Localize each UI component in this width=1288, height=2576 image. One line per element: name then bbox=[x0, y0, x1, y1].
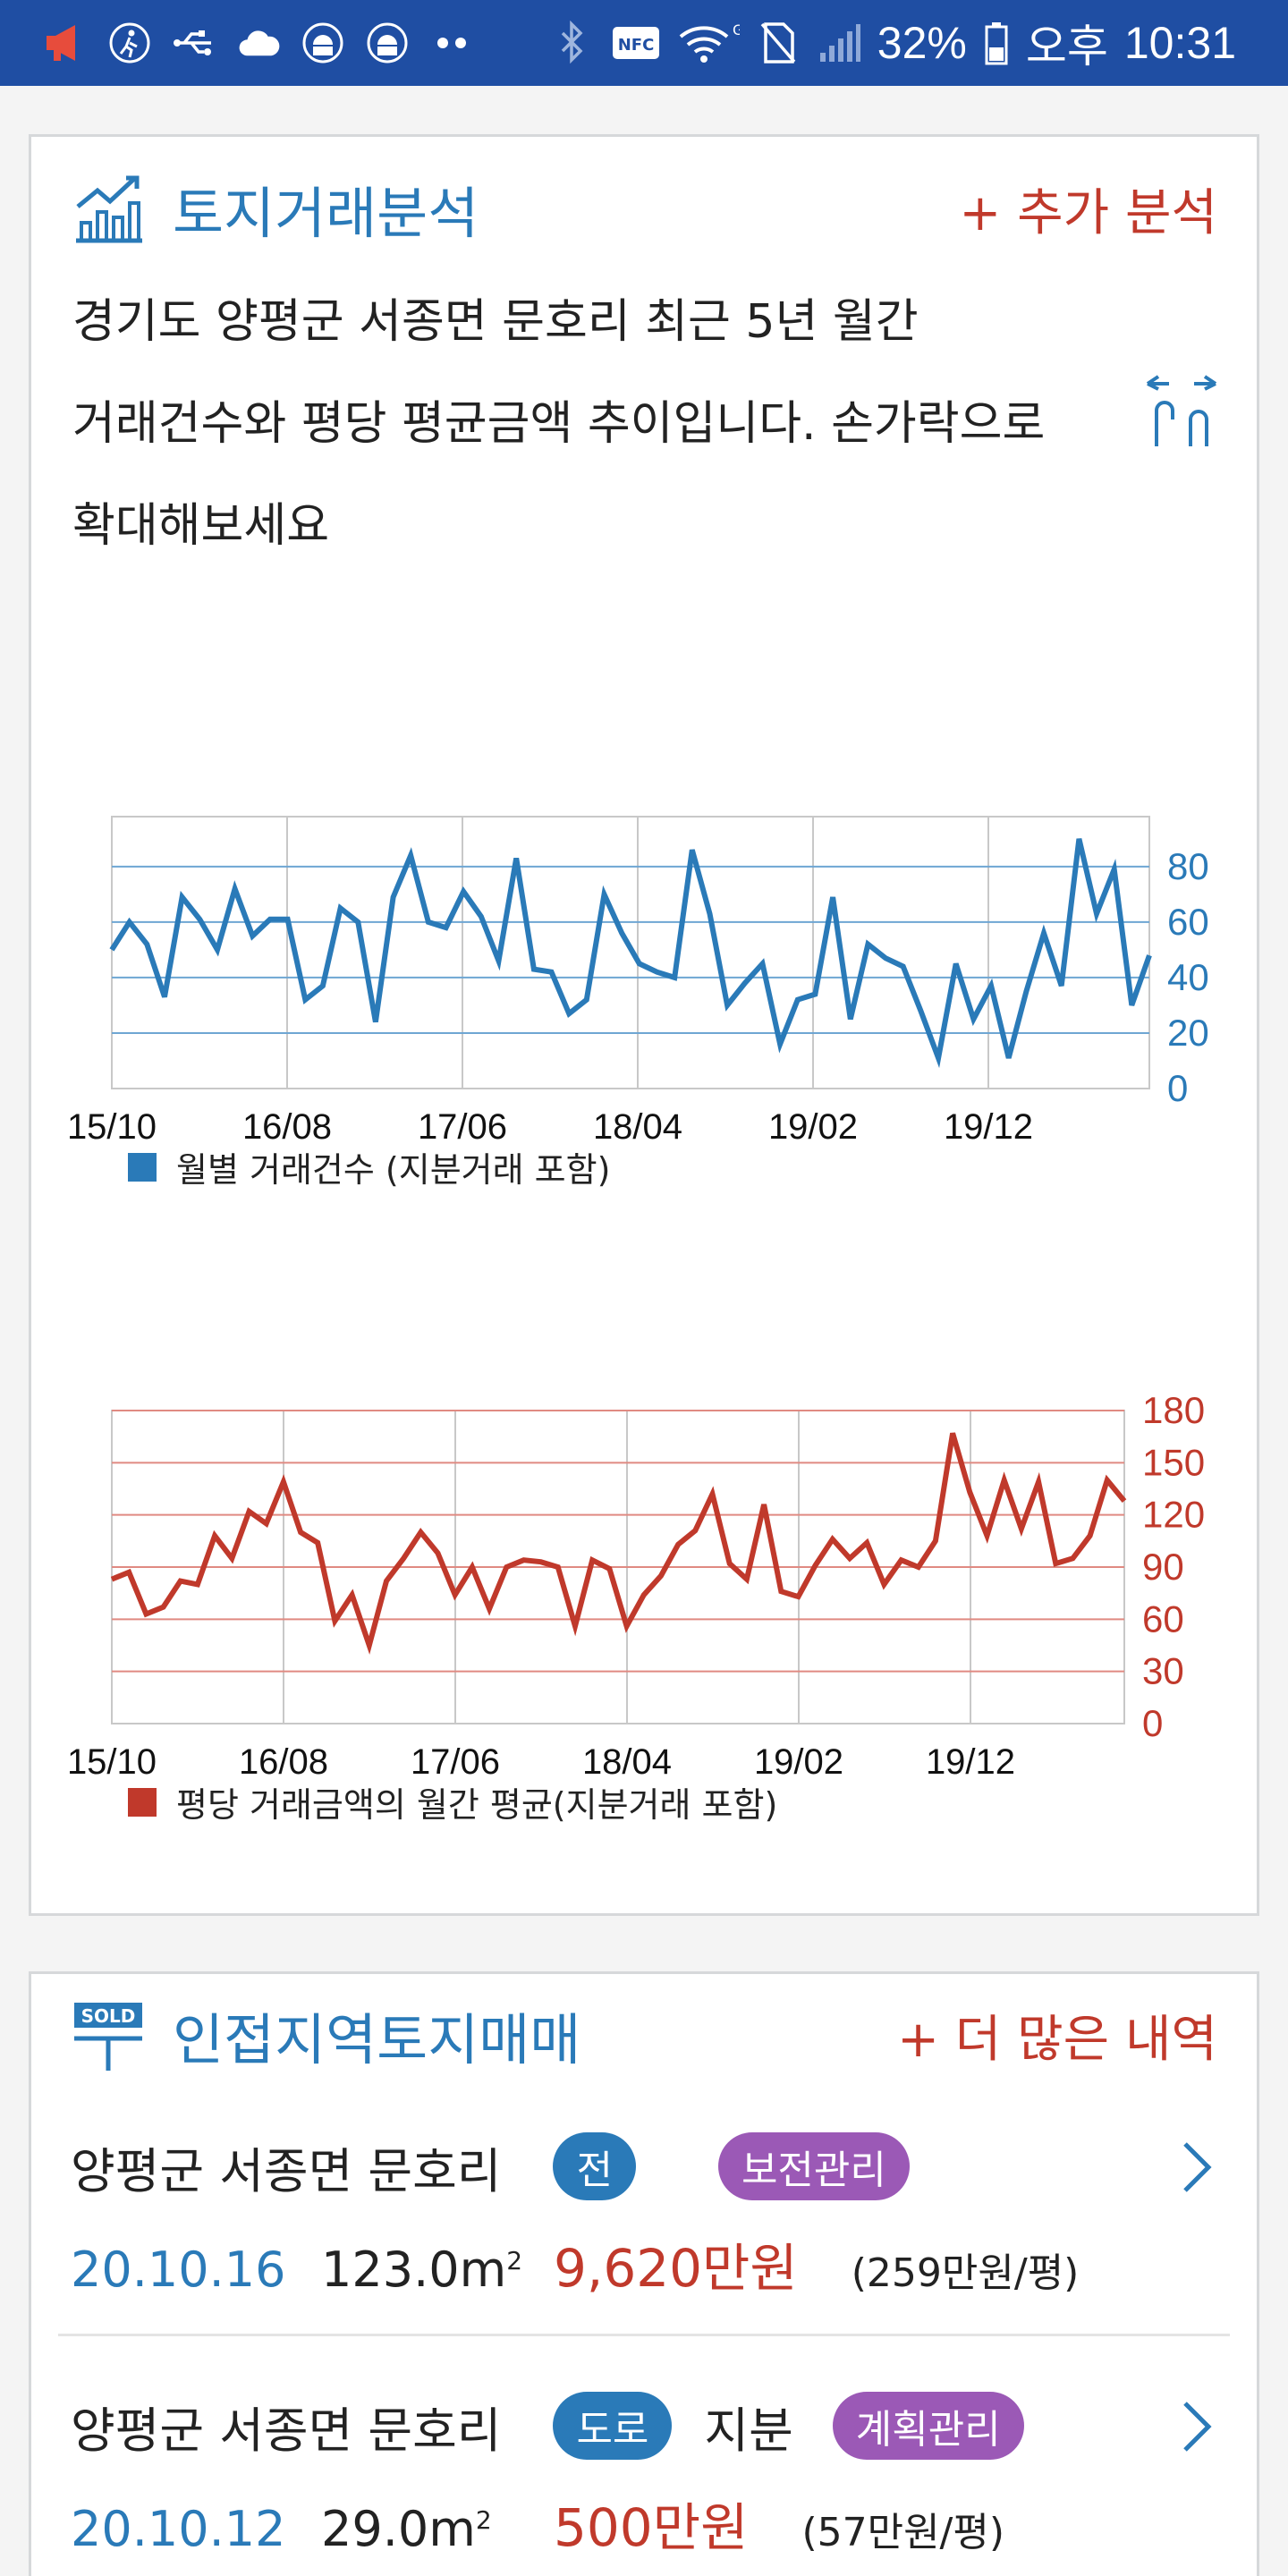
chevron-right-icon[interactable] bbox=[1178, 2139, 1217, 2196]
description-line: 경기도 양평군 서종면 문호리 최근 5년 월간 bbox=[72, 295, 919, 349]
analysis-description: 경기도 양평군 서종면 문호리 최근 5년 월간 거래건수와 평당 평균금액 추… bbox=[72, 271, 1155, 577]
zoning-badge: 보전관리 bbox=[717, 2132, 910, 2200]
wifi-icon: G bbox=[677, 21, 740, 65]
battery-icon bbox=[983, 21, 1010, 65]
nearby-land-sales-card: SOLD 인접지역토지매매 + 더 많은 내역 양평군 서종면 문호리 전 보전… bbox=[29, 1971, 1259, 2576]
android-debug-icon bbox=[365, 21, 410, 65]
analysis-header: 토지거래분석 + 추가 분석 bbox=[71, 164, 1217, 253]
x-tick-label: 16/08 bbox=[242, 1107, 332, 1147]
share-label: 지분 bbox=[704, 2402, 793, 2459]
nearby-header: SOLD 인접지역토지매매 + 더 많은 내역 bbox=[71, 1990, 1217, 2080]
monthly-transaction-count-chart: 15/10 16/08 17/06 18/04 19/02 19/12 0 20 40 60 80 bbox=[67, 816, 1209, 1147]
chevron-right-icon[interactable] bbox=[1178, 2398, 1217, 2455]
nearby-title: 인접지역토지매매 bbox=[173, 2007, 581, 2072]
chart1-legend: 월별 거래건수 (지분거래 포함) bbox=[128, 1142, 610, 1191]
x-tick-label: 19/02 bbox=[754, 1742, 843, 1782]
series-line bbox=[109, 838, 1152, 1069]
y-tick-label: 150 bbox=[1142, 1441, 1205, 1483]
x-tick-label: 15/10 bbox=[67, 1742, 157, 1782]
x-tick-label: 19/12 bbox=[944, 1107, 1033, 1147]
x-tick-label: 19/12 bbox=[926, 1742, 1015, 1782]
area-unit-exponent: 2 bbox=[506, 2246, 523, 2275]
listing-address: 양평군 서종면 문호리 bbox=[71, 2142, 502, 2199]
listing-price: 500만원 bbox=[554, 2497, 749, 2558]
listing-address: 양평군 서종면 문호리 bbox=[71, 2402, 502, 2459]
listing-item[interactable]: 양평군 서종면 문호리 전 보전관리 20.10.16 123.0m2 9,62… bbox=[71, 2126, 1217, 2307]
cloud-icon bbox=[236, 21, 281, 65]
x-tick-label: 15/10 bbox=[67, 1107, 157, 1147]
average-price-per-pyeong-chart: 15/10 16/08 17/06 18/04 19/02 19/12 0 30 60 90 120… bbox=[67, 1389, 1205, 1782]
land-transaction-analysis-card: 토지거래분석 + 추가 분석 경기도 양평군 서종면 문호리 최근 5년 월간 … bbox=[29, 134, 1259, 1916]
series-line bbox=[110, 1432, 1127, 1655]
y-tick-label: 0 bbox=[1167, 1067, 1188, 1109]
chart-growth-icon bbox=[76, 175, 142, 243]
analysis-title: 토지거래분석 bbox=[173, 181, 479, 246]
y-tick-label: 60 bbox=[1167, 901, 1209, 943]
android-debug-icon bbox=[301, 21, 345, 65]
listing-area: 29.0m2 bbox=[321, 2501, 554, 2557]
accessibility-icon bbox=[107, 21, 152, 65]
y-tick-label: 20 bbox=[1167, 1012, 1209, 1054]
y-tick-label: 40 bbox=[1167, 956, 1209, 998]
zoning-badge: 계획관리 bbox=[832, 2392, 1024, 2460]
land-type-badge: 전 bbox=[553, 2132, 636, 2200]
legend-swatch-blue bbox=[128, 1152, 157, 1182]
area-value: 123.0m bbox=[321, 2241, 507, 2298]
description-line: 거래건수와 평당 평균금액 추이입니다. 손가락으로 bbox=[72, 397, 1046, 451]
megaphone-icon bbox=[43, 21, 88, 65]
area-value: 29.0m bbox=[321, 2501, 476, 2557]
status-bar: NFC G 32% 오후 10:31 bbox=[0, 0, 1288, 86]
x-tick-label: 17/06 bbox=[411, 1742, 500, 1782]
nfc-label: NFC bbox=[618, 36, 655, 55]
svg-text:SOLD: SOLD bbox=[81, 2005, 136, 2027]
signal-icon bbox=[817, 21, 861, 65]
svg-text:G: G bbox=[733, 21, 740, 38]
description-line: 확대해보세요 bbox=[72, 499, 330, 553]
bluetooth-icon bbox=[550, 21, 595, 65]
usb-icon bbox=[172, 21, 216, 65]
more-dots-icon bbox=[429, 21, 474, 65]
pinch-zoom-icon bbox=[1146, 375, 1217, 446]
y-tick-label: 180 bbox=[1142, 1389, 1205, 1431]
listing-item[interactable]: 양평군 서종면 문호리 도로 지분 계획관리 20.10.12 29.0m2 5… bbox=[71, 2385, 1217, 2566]
listing-divider bbox=[58, 2334, 1230, 2336]
x-tick-label: 18/04 bbox=[593, 1107, 682, 1147]
status-ampm: 오후 bbox=[1025, 21, 1108, 72]
y-tick-label: 60 bbox=[1142, 1597, 1184, 1640]
listing-price: 9,620만원 bbox=[554, 2238, 798, 2299]
more-analysis-link[interactable]: + 추가 분석 bbox=[959, 183, 1217, 242]
listing-unit-price: (57만원/평) bbox=[801, 2510, 1005, 2555]
land-type-badge: 도로 bbox=[553, 2392, 673, 2460]
no-sim-icon bbox=[756, 21, 801, 65]
listing-date: 20.10.12 bbox=[71, 2501, 286, 2557]
chart1-legend-label: 월별 거래건수 (지분거래 포함) bbox=[176, 1150, 611, 1190]
sold-sign-icon: SOLD bbox=[74, 2003, 142, 2071]
y-tick-label: 30 bbox=[1142, 1650, 1184, 1692]
battery-percent: 32% bbox=[877, 18, 967, 68]
y-tick-label: 120 bbox=[1142, 1494, 1205, 1536]
chart2-legend: 평당 거래금액의 월간 평균(지분거래 포함) bbox=[128, 1777, 777, 1826]
listing-area: 123.0m2 bbox=[321, 2241, 554, 2298]
y-tick-label: 80 bbox=[1167, 845, 1209, 887]
x-tick-label: 16/08 bbox=[239, 1742, 328, 1782]
chart2-legend-label: 평당 거래금액의 월간 평균(지분거래 포함) bbox=[176, 1785, 778, 1825]
nfc-icon: NFC bbox=[611, 21, 661, 65]
y-tick-label: 0 bbox=[1142, 1702, 1163, 1744]
x-tick-label: 18/04 bbox=[582, 1742, 672, 1782]
legend-swatch-red bbox=[128, 1787, 157, 1817]
x-tick-label: 19/02 bbox=[768, 1107, 858, 1147]
status-time: 10:31 bbox=[1123, 18, 1236, 68]
y-tick-label: 90 bbox=[1142, 1546, 1184, 1588]
listing-unit-price: (259만원/평) bbox=[851, 2250, 1080, 2296]
x-tick-label: 17/06 bbox=[418, 1107, 507, 1147]
listing-date: 20.10.16 bbox=[71, 2241, 286, 2298]
area-unit-exponent: 2 bbox=[475, 2505, 492, 2535]
more-listings-link[interactable]: + 더 많은 내역 bbox=[897, 2010, 1217, 2069]
